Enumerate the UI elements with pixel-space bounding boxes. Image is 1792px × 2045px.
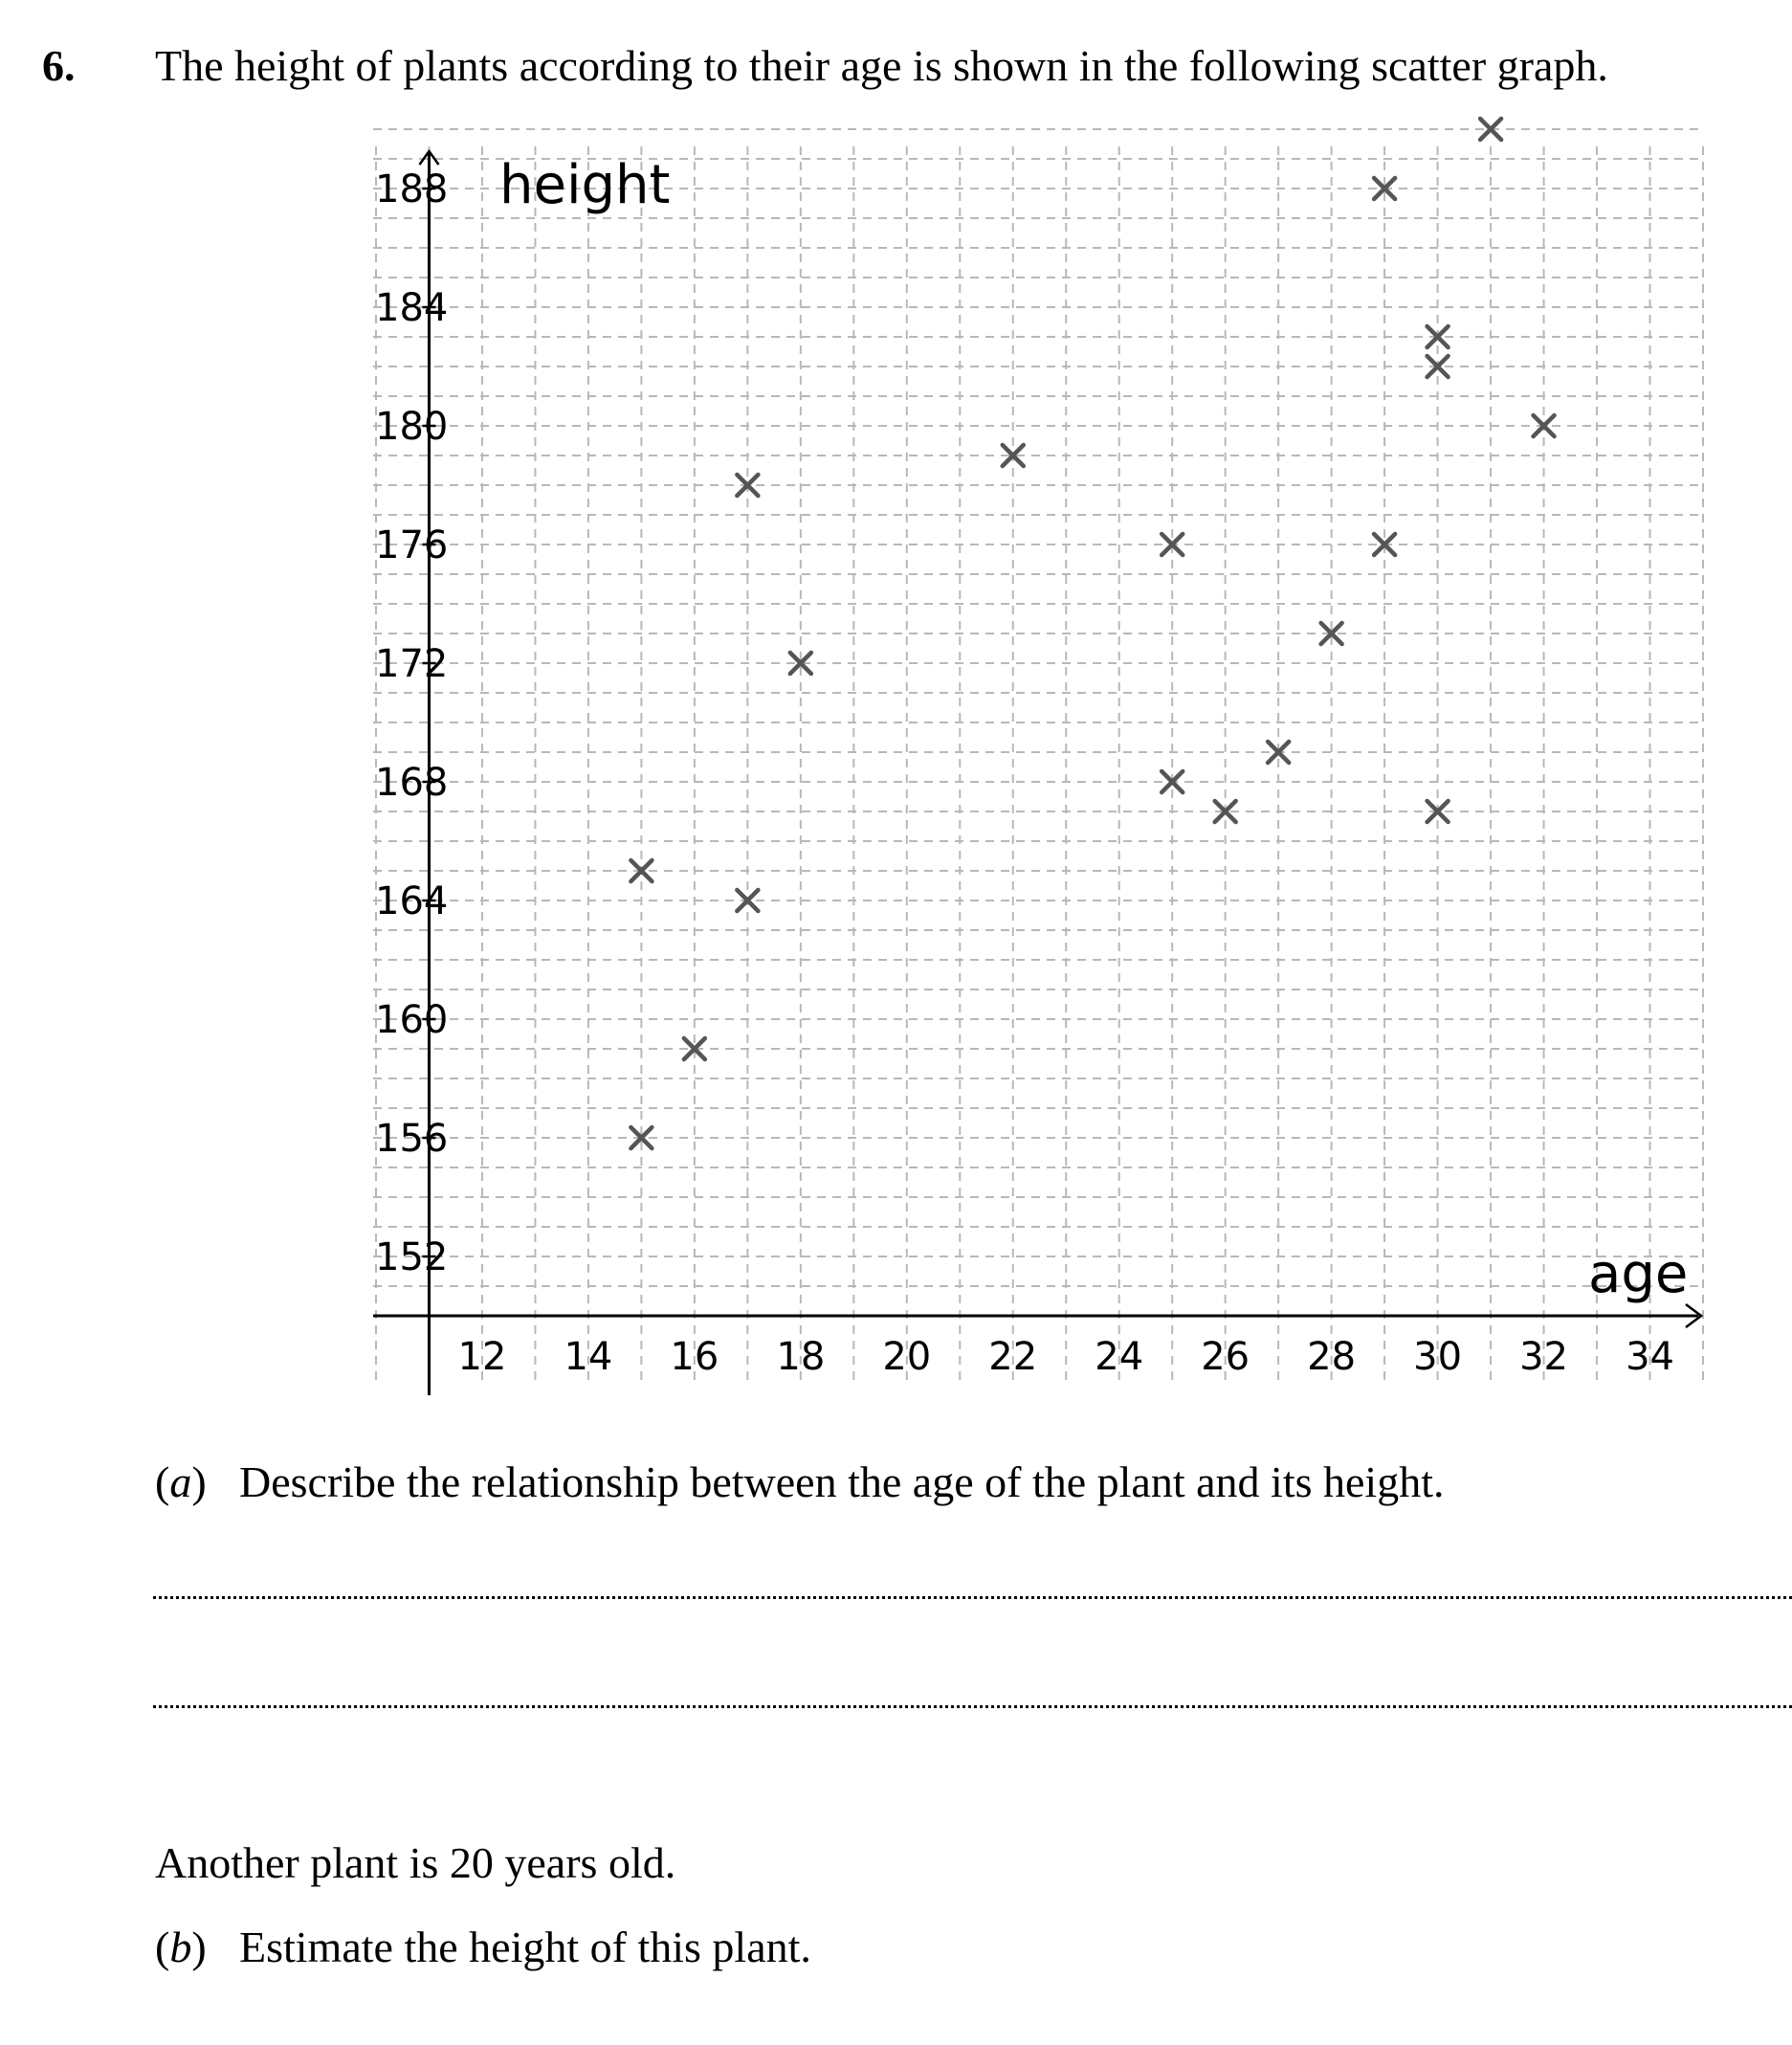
data-point [787, 650, 814, 677]
question-number: 6. [42, 41, 76, 90]
data-point [1371, 175, 1398, 202]
data-point [1159, 768, 1185, 795]
data-point-stroke [1477, 116, 1504, 143]
y-axis-arrow [418, 148, 440, 166]
data-point-stroke [1159, 531, 1185, 558]
y-tick-label: 156 [375, 1117, 448, 1161]
data-point-stroke [1531, 412, 1557, 439]
data-point [1425, 323, 1450, 350]
data-point [735, 472, 761, 499]
part-a: (a) Describe the relationship between the… [155, 1456, 1444, 1507]
x-tick-label: 34 [1626, 1335, 1674, 1379]
x-tick-label: 14 [564, 1335, 612, 1379]
x-tick-label: 22 [988, 1335, 1037, 1379]
y-tick-label: 164 [375, 879, 448, 923]
data-point-stroke [735, 472, 761, 499]
y-tick-label: 168 [375, 761, 448, 805]
data-point [1265, 739, 1292, 766]
data-point-stroke [629, 857, 654, 884]
data-point-stroke [1425, 323, 1450, 350]
x-tick-label: 30 [1413, 1335, 1462, 1379]
data-point [1371, 531, 1398, 558]
answer-line-2[interactable] [153, 1705, 1792, 1708]
data-point [629, 857, 654, 884]
data-point-stroke [1425, 798, 1450, 825]
answer-line-1[interactable] [153, 1596, 1792, 1599]
y-tick-label: 176 [375, 523, 448, 567]
x-tick-label: 32 [1519, 1335, 1568, 1379]
x-axis-title: age [1588, 1243, 1688, 1305]
x-axis-arrow [1685, 1303, 1704, 1328]
data-point [629, 1124, 654, 1151]
data-point-stroke [787, 650, 814, 677]
part-b-label: (b) [155, 1923, 207, 1971]
y-tick-label: 152 [375, 1235, 448, 1279]
data-point [1000, 442, 1027, 469]
x-tick-label: 28 [1307, 1335, 1356, 1379]
x-tick-label: 18 [776, 1335, 825, 1379]
data-point-stroke [735, 887, 761, 914]
part-b-text: Estimate the height of this plant. [239, 1923, 811, 1971]
x-tick-label: 24 [1095, 1335, 1143, 1379]
data-point [1212, 798, 1238, 825]
y-tick-label: 184 [375, 286, 448, 330]
data-point-stroke [1159, 768, 1185, 795]
data-point-stroke [1265, 739, 1292, 766]
question-text: The height of plants according to their … [155, 41, 1608, 90]
y-tick-label: 180 [375, 405, 448, 449]
x-tick-label: 12 [458, 1335, 507, 1379]
data-point [1425, 353, 1450, 380]
data-point [681, 1035, 708, 1062]
data-point-stroke [1212, 798, 1238, 825]
y-tick-labels: 152 156 160 164 168 172 176 180 184 188 [375, 167, 448, 1279]
y-axis-title: height [499, 154, 671, 216]
part-a-label: (a) [155, 1457, 207, 1506]
y-tick-label: 160 [375, 998, 448, 1042]
data-point-stroke [681, 1035, 708, 1062]
data-point [1531, 412, 1557, 439]
data-point [1425, 798, 1450, 825]
y-tick-label: 188 [375, 167, 448, 211]
data-point-stroke [1371, 531, 1398, 558]
data-point [1159, 531, 1185, 558]
data-point-stroke [1371, 175, 1398, 202]
x-tick-label: 20 [882, 1335, 931, 1379]
part-b-intro: Another plant is 20 years old. [155, 1838, 676, 1887]
data-point-stroke [629, 1124, 654, 1151]
y-tick-label: 172 [375, 642, 448, 686]
x-tick-label: 26 [1201, 1335, 1250, 1379]
data-point [735, 887, 761, 914]
chart-grid [373, 128, 1704, 1383]
part-a-text: Describe the relationship between the ag… [239, 1457, 1445, 1506]
data-point-stroke [1000, 442, 1027, 469]
x-tick-labels: 12 14 16 18 20 22 24 26 28 30 32 34 [458, 1335, 1674, 1379]
scatter-chart: 152 156 160 164 168 172 176 180 184 188 12 14 16 18 2… [373, 116, 1704, 1395]
part-b: (b) Estimate the height of this plant. [155, 1922, 811, 1972]
data-point [1477, 116, 1504, 143]
data-point [1318, 620, 1344, 647]
chart-axes [373, 148, 1704, 1395]
data-point-stroke [1318, 620, 1344, 647]
data-points [629, 116, 1557, 1151]
x-tick-label: 16 [670, 1335, 719, 1379]
data-point-stroke [1425, 353, 1450, 380]
